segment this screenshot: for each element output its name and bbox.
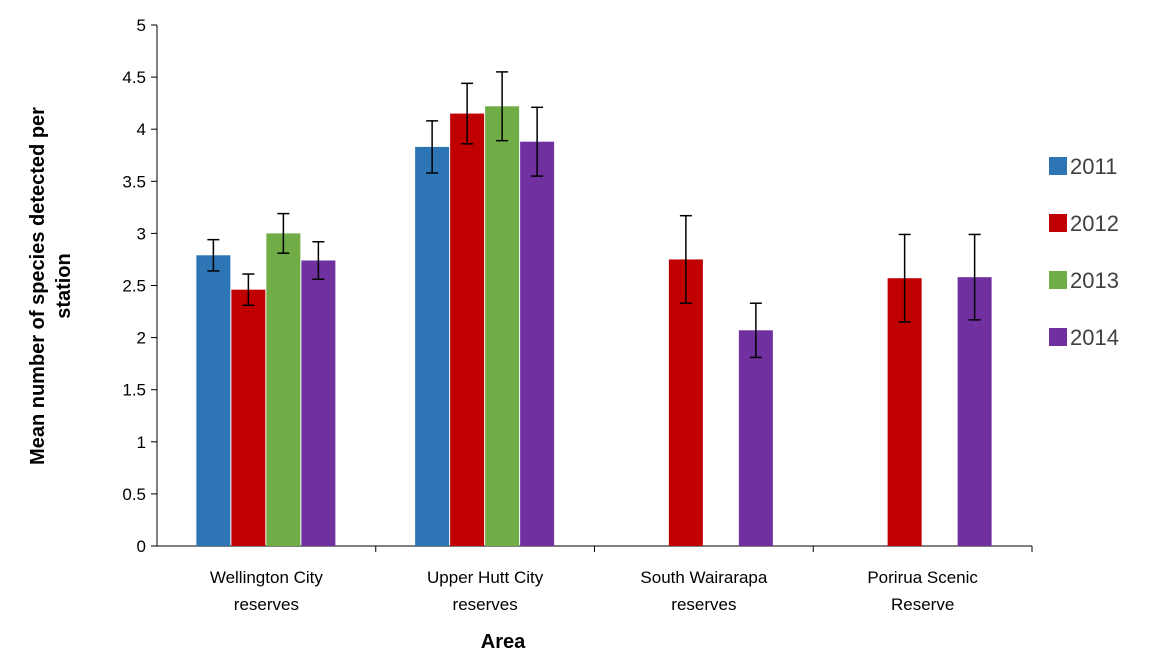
y-tick-label: 4 xyxy=(137,120,146,139)
x-category-label: reserves xyxy=(234,595,299,614)
y-tick-label: 2 xyxy=(137,329,146,348)
y-tick-label: 1.5 xyxy=(122,381,146,400)
bar-2014 xyxy=(738,330,773,546)
bars xyxy=(196,106,992,547)
legend-swatch xyxy=(1049,157,1067,175)
bar-2011 xyxy=(196,255,231,547)
y-tick-label: 1 xyxy=(137,433,146,452)
error-bar-2011 xyxy=(207,238,220,272)
y-tick-label: 0 xyxy=(137,537,146,556)
y-tick-label: 4.5 xyxy=(122,68,146,87)
y-axis-title-line-2-text: station xyxy=(53,253,75,319)
error-bar-2014 xyxy=(531,106,544,177)
x-axis-category-labels: Wellington City reserves Upper Hutt City re… xyxy=(210,568,979,614)
legend-item-2011: 2011 xyxy=(1049,154,1117,179)
bar-2013 xyxy=(485,106,520,546)
bar-2012 xyxy=(450,113,485,546)
error-bar-2014 xyxy=(968,233,981,321)
y-axis-title-line-1-text: Mean number of species detected per xyxy=(27,107,49,465)
legend-label: 2013 xyxy=(1070,268,1119,293)
legend-label: 2011 xyxy=(1070,154,1117,179)
legend-label: 2014 xyxy=(1070,325,1119,350)
error-bar-2012 xyxy=(461,82,474,145)
bar-2012 xyxy=(231,289,266,546)
legend-item-2012: 2012 xyxy=(1049,211,1119,236)
error-bar-2013 xyxy=(496,71,509,142)
y-tick-label: 3.5 xyxy=(122,172,146,191)
legend-swatch xyxy=(1049,271,1067,289)
bar-2014 xyxy=(520,141,555,547)
legend-swatch xyxy=(1049,214,1067,232)
error-bar-2012 xyxy=(242,273,255,307)
y-axis-ticks: 0 0.5 1 1.5 2 2.5 3 3.5 4 4.5 5 xyxy=(122,16,157,556)
x-category-label: Porirua Scenic xyxy=(867,568,978,587)
legend-label: 2012 xyxy=(1070,211,1119,236)
legend-item-2014: 2014 xyxy=(1049,325,1119,350)
bar-2014 xyxy=(957,277,992,546)
y-tick-label: 0.5 xyxy=(122,485,146,504)
x-axis-title: Area xyxy=(481,631,526,653)
bar-2013 xyxy=(266,233,301,546)
x-category-label: reserves xyxy=(671,595,736,614)
error-bar-2014 xyxy=(749,302,762,359)
x-category-label: South Wairarapa xyxy=(640,568,767,587)
y-tick-label: 2.5 xyxy=(122,277,146,296)
error-bar-2012 xyxy=(679,214,692,304)
legend-item-2013: 2013 xyxy=(1049,268,1119,293)
error-bars xyxy=(207,71,981,359)
x-category-label: Reserve xyxy=(891,595,954,614)
error-bar-2014 xyxy=(312,240,325,280)
x-category-label: reserves xyxy=(453,595,518,614)
y-tick-label: 3 xyxy=(137,224,146,243)
x-category-label: Upper Hutt City xyxy=(427,568,544,587)
bar-2011 xyxy=(415,146,450,546)
error-bar-2012 xyxy=(898,233,911,323)
x-category-label: Wellington City xyxy=(210,568,324,587)
bar-2014 xyxy=(301,260,336,546)
legend-swatch xyxy=(1049,328,1067,346)
legend: 2011 2012 2013 2014 xyxy=(1049,154,1119,350)
bar-2012 xyxy=(668,259,703,546)
error-bar-2013 xyxy=(277,212,290,254)
y-tick-label: 5 xyxy=(137,16,146,35)
error-bar-2011 xyxy=(426,120,439,174)
bar-2012 xyxy=(887,278,922,546)
